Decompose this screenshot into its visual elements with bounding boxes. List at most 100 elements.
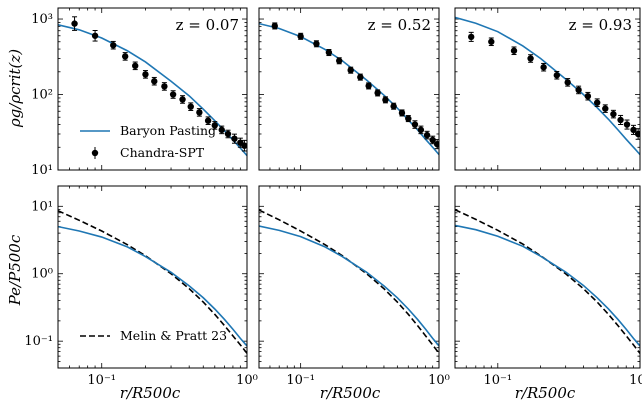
panel-data <box>455 208 640 354</box>
obs-point <box>390 103 397 110</box>
obs-point <box>241 142 247 149</box>
obs-point <box>218 126 225 134</box>
obs-point <box>71 20 78 27</box>
obs-point <box>132 62 139 70</box>
legend-model-label: Baryon Pasting <box>120 123 216 138</box>
series-baryon-pasting <box>455 16 640 156</box>
xlabel-col-1: r/R500c <box>120 384 181 402</box>
obs-point <box>398 109 406 117</box>
panel-data <box>455 16 640 156</box>
obs-point <box>204 117 212 124</box>
series-melin-pratt <box>259 209 439 354</box>
obs-point <box>423 131 431 139</box>
obs-point <box>357 73 364 81</box>
legend-obs-label: Chandra-SPT <box>120 145 205 160</box>
panel-data <box>259 22 439 156</box>
panel-title: z = 0.52 <box>368 16 431 34</box>
panel-data <box>58 16 247 157</box>
panel-frame <box>454 185 641 369</box>
series-baryon-pasting <box>259 22 439 156</box>
panel-frame <box>258 185 440 369</box>
obs-point <box>382 96 389 104</box>
x-tick-label: 10⁰ <box>236 373 258 388</box>
series-melin-pratt <box>455 208 640 354</box>
obs-point <box>121 53 129 60</box>
panel-frame <box>57 7 248 171</box>
obs-point <box>468 33 475 41</box>
obs-point <box>271 22 278 30</box>
legend-ref-label: Melin & Pratt 23 <box>120 328 227 343</box>
obs-point <box>179 96 186 103</box>
obs-point <box>224 130 232 138</box>
obs-point <box>297 33 304 40</box>
y-tick-label: 10³ <box>31 12 53 27</box>
series-melin-pratt <box>58 209 247 354</box>
x-tick-label: 10⁰ <box>428 373 450 388</box>
xlabel-col-3: r/R500c <box>515 384 576 402</box>
obs-point <box>510 47 518 54</box>
obs-point <box>623 121 631 128</box>
panel-pressure-1: 10⁻¹ 10⁰ 10⁻¹ 10⁰ 10¹ <box>24 185 258 388</box>
y-tick-label: 10⁰ <box>31 267 53 282</box>
obs-point <box>593 99 601 106</box>
legend-obs-marker <box>91 149 99 157</box>
panel-pressure-2: 10⁻¹ 10⁰ <box>258 185 450 388</box>
series-baryon-pasting <box>58 225 247 347</box>
bottom-ylabel: Pe/P500c <box>6 234 24 306</box>
obs-point <box>411 121 419 128</box>
obs-point <box>347 66 354 74</box>
series-baryon-pasting <box>259 225 439 347</box>
obs-point <box>617 116 624 124</box>
obs-point <box>169 91 177 98</box>
x-tick-label: 10⁻¹ <box>483 373 512 388</box>
panel-density-3: z = 0.93 <box>454 7 641 171</box>
obs-point <box>602 105 609 112</box>
y-tick-label: 10¹ <box>31 199 53 214</box>
panel-title: z = 0.07 <box>176 16 239 34</box>
obs-point <box>405 115 412 122</box>
panels: 10¹ 10² 10³ z = 0.07 z = 0.52 z = 0.93 10⁻¹ 10⁰… <box>24 7 642 388</box>
obs-point <box>433 140 439 148</box>
obs-point <box>211 122 218 129</box>
y-tick-label: 10¹ <box>31 163 53 178</box>
obs-point <box>142 71 149 78</box>
panel-density-1: 10¹ 10² 10³ z = 0.07 <box>31 7 248 178</box>
obs-point <box>187 103 194 110</box>
obs-point <box>196 109 203 116</box>
obs-point <box>488 38 495 45</box>
y-tick-label: 10⁻¹ <box>24 334 53 349</box>
legend-bottom: Melin & Pratt 23 <box>80 328 227 343</box>
panel-title: z = 0.93 <box>569 16 632 34</box>
obs-point <box>374 89 381 97</box>
panel-data <box>58 209 247 354</box>
obs-point <box>553 72 561 79</box>
x-tick-label: 10⁻¹ <box>286 373 315 388</box>
obs-point <box>336 57 343 64</box>
obs-point <box>91 32 99 39</box>
obs-point <box>429 136 436 144</box>
series-baryon-pasting <box>455 224 640 347</box>
obs-point <box>575 86 582 94</box>
x-tick-label: 10⁻¹ <box>87 373 116 388</box>
obs-point <box>610 110 617 118</box>
obs-point <box>365 82 372 90</box>
obs-point <box>634 130 640 138</box>
obs-point <box>161 83 168 90</box>
obs-point <box>584 92 592 100</box>
panel-frame <box>258 7 440 171</box>
panel-data <box>259 209 439 354</box>
obs-point <box>417 126 425 134</box>
panel-pressure-3: 10⁻¹ 10⁰ <box>454 185 642 388</box>
obs-point <box>325 49 333 56</box>
obs-point <box>540 64 547 71</box>
obs-point <box>313 40 320 47</box>
obs-point <box>564 79 571 86</box>
top-ylabel: ρg/ρcrit(z) <box>6 49 24 128</box>
legend-top: Baryon Pasting Chandra-SPT <box>80 123 216 160</box>
obs-point <box>630 126 637 134</box>
panel-frame <box>454 7 641 171</box>
obs-point <box>151 78 158 85</box>
obs-point <box>231 135 238 142</box>
x-tick-label: 10⁰ <box>629 373 642 388</box>
